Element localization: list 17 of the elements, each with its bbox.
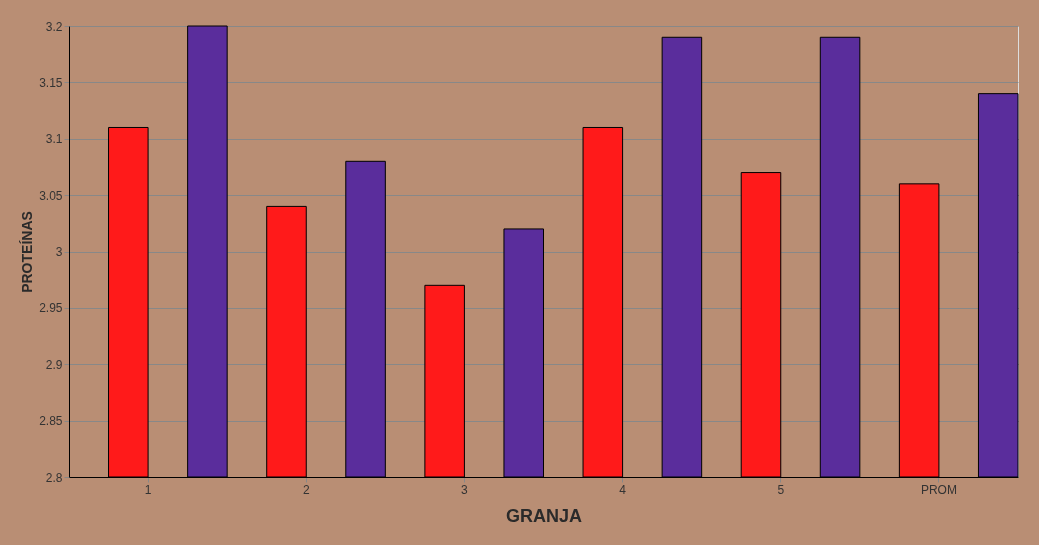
- y-tick-label: 2.85: [39, 414, 63, 429]
- y-tick-label: 3: [55, 245, 63, 259]
- x-tick-label: 1: [144, 482, 152, 497]
- y-tick-label: 3.2: [45, 19, 63, 34]
- y-tick-label: 3.15: [39, 75, 63, 90]
- y-tick-label: 3.05: [39, 188, 63, 203]
- y-tick-label: 2.9: [45, 357, 63, 372]
- y-axis-title: PROTEÍNAS: [19, 211, 36, 293]
- x-tick-label: 4: [619, 482, 627, 497]
- x-tick-label: 2: [302, 482, 310, 497]
- x-tick-label: PROM: [920, 482, 957, 497]
- y-tick-label: 3.1: [45, 132, 63, 147]
- y-tick-label: 2.8: [45, 470, 63, 485]
- x-tick-label: 5: [777, 482, 785, 497]
- y-tick-label: 2.95: [39, 301, 63, 316]
- x-axis-title: GRANJA: [505, 505, 583, 526]
- x-tick-label: 3: [461, 482, 469, 497]
